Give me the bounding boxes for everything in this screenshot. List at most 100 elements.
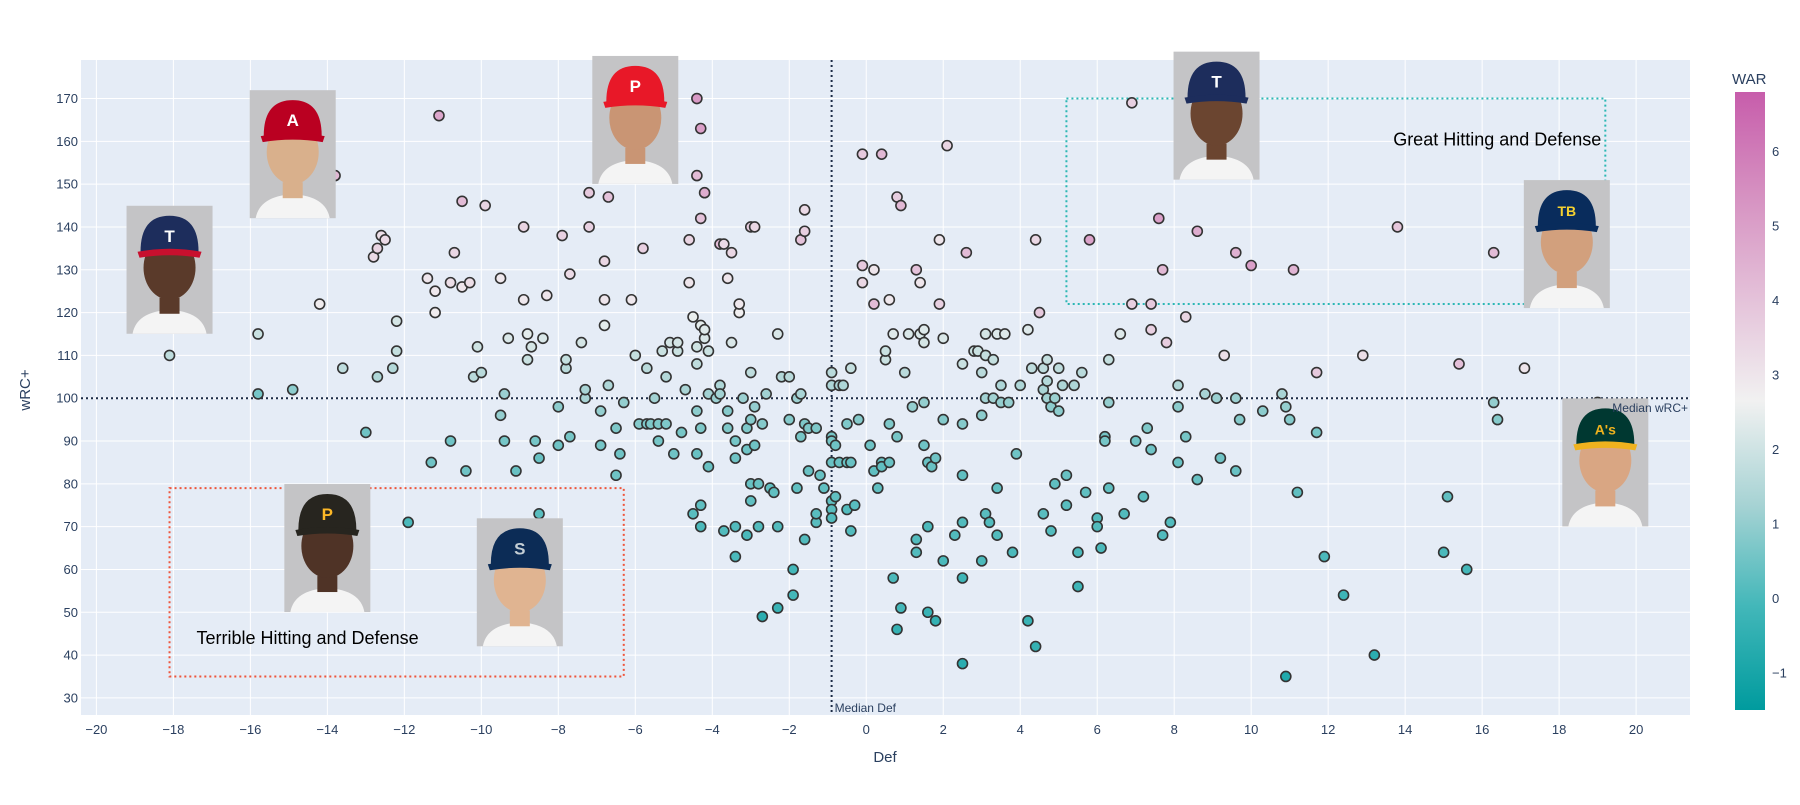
data-point[interactable] <box>1033 306 1046 319</box>
data-point[interactable] <box>891 430 903 443</box>
data-point[interactable] <box>1460 563 1473 576</box>
data-point[interactable] <box>1179 311 1192 323</box>
data-point[interactable] <box>1256 405 1269 417</box>
data-point[interactable] <box>1029 640 1042 653</box>
data-point[interactable] <box>1357 349 1369 362</box>
data-point[interactable] <box>725 246 738 259</box>
data-point[interactable] <box>694 122 707 135</box>
data-point[interactable] <box>818 482 830 494</box>
data-point[interactable] <box>525 341 538 353</box>
data-point[interactable] <box>887 572 899 584</box>
data-point[interactable] <box>721 272 734 285</box>
data-point[interactable] <box>1072 546 1084 559</box>
data-point[interactable] <box>914 276 926 289</box>
data-point[interactable] <box>594 439 607 452</box>
data-point[interactable] <box>1114 328 1127 340</box>
data-point[interactable] <box>560 353 572 366</box>
data-point[interactable] <box>795 430 807 443</box>
data-point[interactable] <box>1137 490 1150 503</box>
data-point[interactable] <box>983 516 996 529</box>
data-point[interactable] <box>1318 550 1331 563</box>
data-point[interactable] <box>999 328 1011 340</box>
data-point[interactable] <box>814 469 826 482</box>
data-point[interactable] <box>583 186 595 199</box>
data-point[interactable] <box>933 298 946 310</box>
data-point[interactable] <box>845 456 857 469</box>
data-point[interactable] <box>1310 366 1323 379</box>
data-point[interactable] <box>698 323 711 336</box>
data-point[interactable] <box>1014 379 1027 392</box>
data-point[interactable] <box>529 435 542 447</box>
data-point[interactable] <box>852 413 865 426</box>
data-point[interactable] <box>1025 362 1038 375</box>
data-point[interactable] <box>537 332 549 345</box>
data-point[interactable] <box>1006 546 1019 559</box>
data-point[interactable] <box>617 396 630 409</box>
data-point[interactable] <box>995 379 1007 392</box>
data-point[interactable] <box>1391 221 1404 233</box>
data-point[interactable] <box>494 409 507 422</box>
data-point[interactable] <box>360 426 372 439</box>
data-point[interactable] <box>802 465 815 477</box>
data-point[interactable] <box>252 328 264 340</box>
data-point[interactable] <box>648 392 661 405</box>
data-point[interactable] <box>956 516 969 529</box>
data-point[interactable] <box>910 546 923 559</box>
data-point[interactable] <box>702 460 715 473</box>
data-point[interactable] <box>760 388 772 400</box>
data-point[interactable] <box>1010 448 1023 460</box>
data-point[interactable] <box>825 512 838 524</box>
data-point[interactable] <box>371 242 384 255</box>
data-point[interactable] <box>845 525 857 537</box>
data-point[interactable] <box>1152 212 1165 225</box>
data-point[interactable] <box>702 345 715 357</box>
data-point[interactable] <box>1126 97 1138 109</box>
data-point[interactable] <box>444 435 457 447</box>
data-point[interactable] <box>1276 388 1288 400</box>
data-point[interactable] <box>602 191 615 203</box>
data-point[interactable] <box>656 345 669 357</box>
data-point[interactable] <box>748 439 761 452</box>
data-point[interactable] <box>552 439 565 452</box>
data-point[interactable] <box>787 563 799 576</box>
data-point[interactable] <box>1191 473 1204 486</box>
data-point[interactable] <box>1091 520 1104 533</box>
data-point[interactable] <box>841 418 853 430</box>
data-point[interactable] <box>941 139 953 152</box>
data-point[interactable] <box>1172 379 1184 392</box>
data-point[interactable] <box>1437 546 1450 559</box>
data-point[interactable] <box>517 221 530 233</box>
data-point[interactable] <box>729 452 742 464</box>
data-point[interactable] <box>783 413 796 426</box>
data-point[interactable] <box>1145 443 1157 456</box>
data-point[interactable] <box>744 495 757 507</box>
data-point[interactable] <box>1229 465 1242 477</box>
data-point[interactable] <box>1045 525 1057 537</box>
data-point[interactable] <box>1052 362 1065 375</box>
data-point[interactable] <box>798 225 811 238</box>
data-point[interactable] <box>1068 379 1080 392</box>
data-point[interactable] <box>864 439 876 452</box>
data-point[interactable] <box>1172 456 1184 469</box>
data-point[interactable] <box>540 289 553 302</box>
data-point[interactable] <box>1179 430 1192 443</box>
data-point[interactable] <box>1060 469 1073 482</box>
data-point[interactable] <box>1156 263 1169 276</box>
data-point[interactable] <box>729 550 742 563</box>
data-point[interactable] <box>868 298 880 310</box>
data-point[interactable] <box>598 255 611 268</box>
data-point[interactable] <box>1076 366 1088 379</box>
data-point[interactable] <box>837 379 849 392</box>
data-point[interactable] <box>1072 580 1084 593</box>
data-point[interactable] <box>737 392 749 405</box>
data-point[interactable] <box>625 293 638 306</box>
data-point[interactable] <box>252 388 264 400</box>
data-point[interactable] <box>479 199 491 212</box>
data-point[interactable] <box>390 315 403 327</box>
data-point[interactable] <box>1041 375 1053 387</box>
data-point[interactable] <box>602 379 615 392</box>
data-point[interactable] <box>1041 353 1053 366</box>
data-point[interactable] <box>1487 396 1500 409</box>
data-point[interactable] <box>517 293 530 306</box>
data-point[interactable] <box>922 606 934 619</box>
